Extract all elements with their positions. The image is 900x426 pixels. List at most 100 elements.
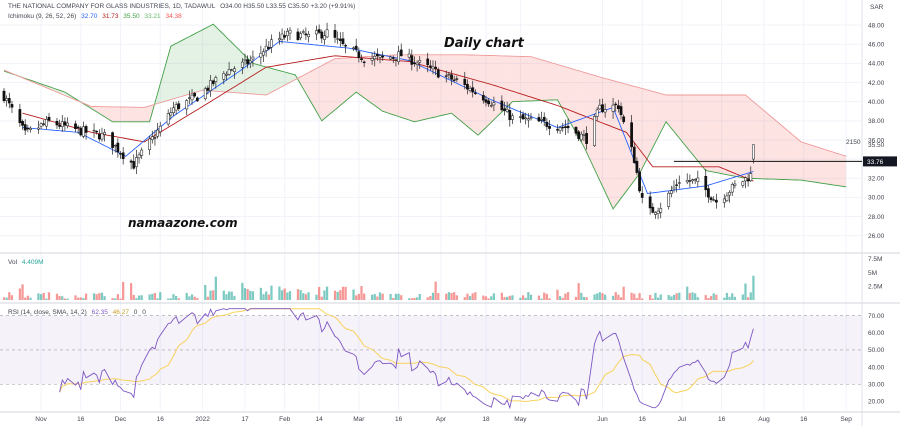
candle-body xyxy=(352,47,355,49)
candle-body xyxy=(267,47,271,49)
time-tick-label: 18 xyxy=(482,416,490,423)
candle-body xyxy=(100,133,104,140)
candle-body xyxy=(704,175,708,191)
cloud-segment xyxy=(708,94,712,172)
cloud-segment xyxy=(509,56,513,105)
rsi-legend[interactable]: RSI (14, close, SMA, 14, 2) 62.35 46.27 … xyxy=(8,309,149,316)
cloud-segment xyxy=(703,94,706,171)
volume-bar xyxy=(709,296,713,300)
volume-bar xyxy=(611,295,615,300)
candle-body xyxy=(336,38,340,40)
cloud-segment xyxy=(613,80,616,209)
ohlc-values: O34.00 H35.50 L33.55 C35.50 +3.20 (+9.91… xyxy=(220,3,356,10)
candle-body xyxy=(148,138,152,151)
candle-body xyxy=(338,38,342,41)
time-tick-label: 16 xyxy=(77,416,85,423)
volume-bar xyxy=(651,298,654,300)
cloud-segment xyxy=(766,112,770,180)
cloud-segment xyxy=(133,107,137,122)
volume-bar xyxy=(132,294,135,300)
volume-legend[interactable]: Vol 4.409M xyxy=(8,259,47,266)
volume-bar xyxy=(21,284,24,300)
cloud-segment xyxy=(843,155,847,187)
candle-body xyxy=(614,103,618,106)
cloud-segment xyxy=(345,57,349,101)
candle-body xyxy=(248,60,252,64)
volume-bar xyxy=(749,292,752,300)
cloud-segment xyxy=(178,40,182,98)
volume-bar xyxy=(119,298,122,300)
volume-bar xyxy=(288,291,292,300)
volume-bar xyxy=(175,295,178,300)
cloud-segment xyxy=(787,130,791,180)
candle-body xyxy=(55,120,59,126)
candle-body xyxy=(564,126,567,128)
volume-bar xyxy=(511,295,514,300)
volume-bar xyxy=(508,295,511,300)
cloud-segment xyxy=(290,73,293,83)
cloud-segment xyxy=(120,106,124,122)
volume-bar xyxy=(561,297,564,300)
cloud-segment xyxy=(101,106,105,117)
rsi-band xyxy=(0,315,862,385)
cloud-segment xyxy=(774,119,778,180)
volume-bar xyxy=(376,296,379,300)
volume-bar xyxy=(413,297,416,300)
volume-bar xyxy=(243,288,247,300)
cloud-segment xyxy=(673,94,677,135)
cloud-segment xyxy=(605,78,608,198)
time-tick-label: Aug xyxy=(758,416,770,423)
candle-body xyxy=(373,56,377,60)
candle-body xyxy=(323,35,326,40)
ichimoku-legend[interactable]: Ichimoku (9, 26, 52, 26) 32.70 31.73 35.… xyxy=(8,13,185,20)
cloud-segment xyxy=(213,24,216,92)
candle-body xyxy=(76,126,80,129)
candle-body xyxy=(733,183,737,186)
cloud-segment xyxy=(372,56,375,106)
cloud-segment xyxy=(255,64,259,95)
symbol-title[interactable]: THE NATIONAL COMPANY FOR GLASS INDUSTRIE… xyxy=(8,3,216,10)
candle-body xyxy=(113,145,117,147)
candle-body xyxy=(63,121,67,126)
cloud-segment xyxy=(517,56,521,102)
cloud-segment xyxy=(446,54,449,115)
candle-body xyxy=(320,31,324,39)
cloud-segment xyxy=(462,54,465,125)
volume-bar xyxy=(320,296,323,300)
candle-body xyxy=(519,116,522,118)
volume-bar xyxy=(55,293,59,300)
volume-tick-label: 5M xyxy=(868,270,877,277)
volume-bar xyxy=(363,293,366,300)
ichimoku-cloud xyxy=(3,23,847,210)
candle-body xyxy=(111,132,114,148)
candle-body xyxy=(119,153,122,155)
candle-body xyxy=(444,75,448,77)
candle-body xyxy=(524,117,528,120)
cloud-segment xyxy=(809,144,812,182)
cloud-segment xyxy=(660,93,664,133)
cloud-segment xyxy=(115,106,118,122)
candle-body xyxy=(92,129,96,132)
cloud-segment xyxy=(377,55,381,110)
volume-bar xyxy=(545,293,548,300)
volume-bar xyxy=(230,291,233,300)
currency-label: SAR xyxy=(870,4,884,11)
volume-bar xyxy=(341,286,345,300)
price-tick-label: 42.00 xyxy=(868,80,885,87)
cloud-segment xyxy=(478,55,481,136)
volume-bar xyxy=(408,298,411,300)
candle-body xyxy=(262,51,265,56)
candle-body xyxy=(632,146,636,163)
span-b-line xyxy=(3,54,847,157)
volume-bar xyxy=(307,292,310,300)
volume-bar xyxy=(233,295,236,300)
volume-bar xyxy=(148,294,151,300)
candle-body xyxy=(619,106,623,116)
candle-body xyxy=(725,195,729,202)
cloud-segment xyxy=(838,153,841,187)
cloud-segment xyxy=(165,55,169,102)
cloud-segment xyxy=(504,55,508,110)
price-tick-label: 30.00 xyxy=(868,195,885,202)
cloud-segment xyxy=(181,39,185,97)
volume-bar xyxy=(151,293,154,300)
